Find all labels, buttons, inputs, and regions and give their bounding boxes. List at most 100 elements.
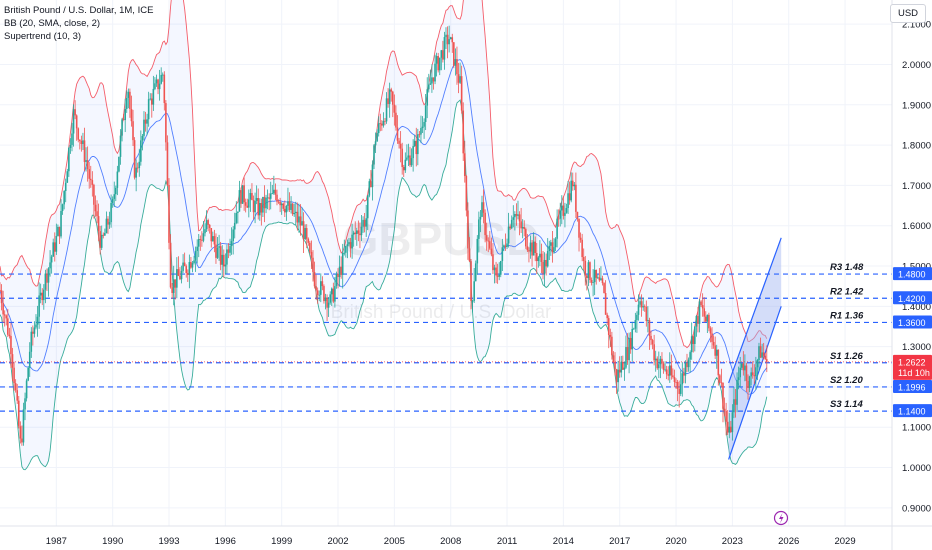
candle-body: [658, 364, 660, 369]
candle-body: [88, 169, 90, 179]
candle-body: [269, 193, 272, 199]
candle-body: [190, 262, 192, 268]
candle-body: [7, 318, 9, 335]
candle-body: [19, 426, 22, 439]
candle-body: [257, 198, 260, 216]
price-tick-label: 0.9000: [902, 503, 931, 514]
candle-body: [343, 252, 346, 254]
bb-upper-line: [0, 0, 768, 349]
candle-body: [118, 156, 120, 172]
candle-body: [654, 358, 657, 361]
candle-body: [370, 181, 372, 188]
candle-body: [736, 380, 738, 405]
candle-body: [503, 245, 505, 248]
candle-body: [454, 59, 457, 66]
candle-body: [423, 121, 425, 127]
candle-body: [254, 200, 256, 213]
candle-body: [382, 120, 385, 126]
candle-body: [719, 375, 721, 383]
candle-body: [531, 242, 533, 256]
candle-body: [304, 228, 306, 240]
candle-body: [52, 242, 55, 257]
candle-body: [407, 155, 410, 158]
candle-body: [16, 390, 19, 401]
candle-body: [401, 148, 403, 168]
bar-countdown: 11d 10h: [898, 368, 930, 378]
price-tick-label: 1.4000: [902, 302, 931, 313]
candle-body: [233, 222, 236, 230]
candle-body: [460, 76, 463, 111]
candle-body: [376, 133, 378, 142]
bb-indicator-label[interactable]: BB (20, SMA, close, 2): [4, 18, 101, 29]
candle-body: [607, 318, 610, 335]
candle-body: [517, 214, 519, 216]
candle-body: [290, 203, 292, 210]
candle-body: [302, 221, 305, 240]
supertrend-indicator-label[interactable]: Supertrend (10, 3): [4, 31, 82, 42]
candle-body: [532, 241, 535, 256]
candle-body: [104, 232, 106, 236]
candle-body: [147, 99, 150, 120]
price-tick-label: 1.0000: [902, 463, 931, 474]
candle-body: [227, 249, 230, 253]
candle-body: [207, 220, 209, 225]
level-label: R1 1.36: [830, 310, 864, 321]
candle-body: [562, 205, 565, 216]
candle-body: [265, 197, 267, 209]
channel-upper-line[interactable]: [728, 237, 782, 384]
candle-body: [351, 234, 353, 249]
lightning-icon[interactable]: [773, 510, 789, 526]
candle-body: [678, 388, 680, 394]
time-tick-label: 2014: [553, 536, 574, 547]
candle-body: [570, 180, 572, 201]
candle-body: [357, 230, 360, 234]
candle-body: [465, 176, 468, 211]
candle-body: [689, 352, 691, 360]
price-tick-label: 1.3000: [902, 342, 931, 353]
candle-body: [69, 144, 72, 148]
candle-body: [321, 281, 324, 287]
candle-body: [744, 365, 746, 371]
candle-body: [169, 242, 172, 288]
candle-body: [57, 226, 59, 236]
candle-body: [255, 198, 258, 201]
currency-button[interactable]: USD: [890, 4, 926, 23]
candle-body: [229, 246, 231, 253]
candle-body: [618, 369, 621, 373]
candle-body: [202, 233, 205, 241]
candle-body: [204, 229, 206, 234]
symbol-title[interactable]: British Pound / U.S. Dollar, 1M, ICE: [4, 5, 154, 16]
candle-body: [365, 218, 367, 227]
candle-body: [359, 233, 361, 236]
candle-body: [316, 290, 319, 296]
level-label: R2 1.42: [830, 286, 864, 297]
candle-body: [708, 314, 710, 329]
candle-body: [534, 241, 536, 253]
candle-body: [246, 205, 249, 208]
candle-body: [235, 213, 238, 223]
candle-body: [704, 316, 707, 322]
candle-body: [625, 347, 627, 368]
candle-body: [437, 56, 439, 71]
candle-body: [766, 359, 768, 362]
candle-body: [230, 241, 233, 247]
candle-body: [656, 358, 659, 369]
candle-body: [753, 375, 756, 377]
time-axis[interactable]: 1987 1990 1993 1996 1999 2002 2005 2008 2011 2014…: [0, 525, 932, 547]
candle-body: [285, 205, 288, 213]
rising-channel[interactable]: [728, 237, 782, 460]
channel-fill[interactable]: [728, 237, 782, 460]
candle-body: [309, 242, 311, 252]
candle-body: [22, 409, 25, 443]
candle-body: [617, 369, 619, 383]
candle-body: [445, 34, 447, 38]
time-tick-label: 1999: [271, 536, 292, 547]
channel-lower-line[interactable]: [728, 306, 782, 460]
candle-body: [589, 262, 591, 281]
candle-body: [36, 316, 39, 325]
candle-body: [154, 83, 156, 89]
candle-body: [698, 301, 701, 324]
candle-body: [291, 203, 294, 215]
candle-body: [424, 105, 427, 122]
